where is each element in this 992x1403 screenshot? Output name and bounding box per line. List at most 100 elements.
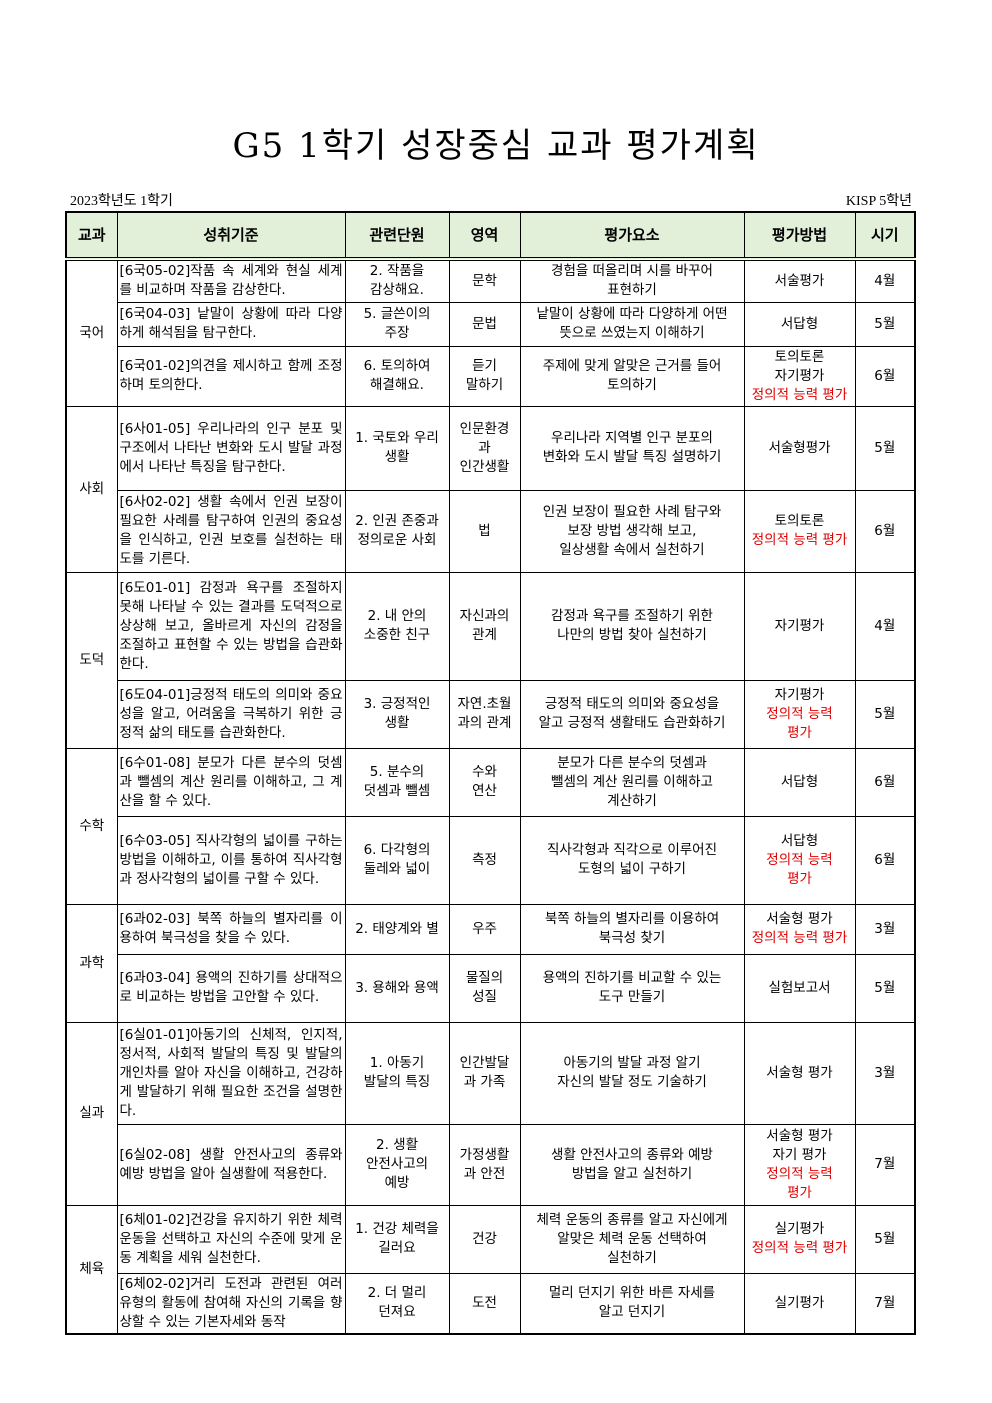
area-cell: 듣기 말하기 xyxy=(448,345,521,407)
time-cell: 3월 xyxy=(854,1021,916,1125)
method-note: 정의적 능력 평가 xyxy=(751,930,848,946)
table-row: 도덕 [6도01-01] 감정과 욕구를 조절하지 못해 나타날 수 있는 결과를… xyxy=(65,571,916,749)
area-cell: 측정 xyxy=(448,815,521,905)
standard-cell: [6수03-05] 직사각형의 넓이를 구하는 방법을 이해하고, 이를 통하여… xyxy=(116,815,346,905)
table-row: 실과 [6실01-01]아동기의 신체적, 인지적, 정서적, 사회적 발달의 특… xyxy=(65,1021,916,1206)
standard-cell: [6국05-02]작품 속 세계와 현실 세계를 비교하며 작품을 감상한다. xyxy=(116,258,346,303)
method-note: 정의적 능력 평가 xyxy=(766,705,833,741)
method-cell: 실기평가 정의적 능력 평가 xyxy=(743,1204,856,1274)
unit-cell: 6. 토의하여 해결해요. xyxy=(344,345,450,407)
header-method: 평가방법 xyxy=(743,211,856,261)
method-cell: 자기평가 xyxy=(743,571,856,681)
header-area: 영역 xyxy=(448,211,521,261)
method-note: 정의적 능력 평가 xyxy=(751,532,848,548)
unit-cell: 1. 국토와 우리 생활 xyxy=(344,405,450,491)
element-cell: 긍정적 태도의 의미와 중요성을 알고 긍정적 생활태도 습관화하기 xyxy=(519,679,745,749)
standard-cell: [6국04-03] 낱말이 상황에 따라 다양하게 해석됨을 탐구한다. xyxy=(116,301,346,347)
method-cell: 서술형평가 xyxy=(743,405,856,491)
header-subject: 교과 xyxy=(65,211,118,261)
method-text: 토의토론 자기평가 xyxy=(774,348,825,384)
element-cell: 감정과 욕구를 조절하기 위한 나만의 방법 찾아 실천하기 xyxy=(519,571,745,681)
standard-cell: [6사02-02] 생활 속에서 인권 보장이 필요한 사례를 탐구하여 인권의… xyxy=(116,489,346,573)
standard-cell: [6체01-02]건강을 유지하기 위한 체력 운동을 선택하고 자신의 수준에… xyxy=(116,1204,346,1274)
subject-cell: 사회 xyxy=(65,405,118,573)
standard-cell: [6실01-01]아동기의 신체적, 인지적, 정서적, 사회적 발달의 특징 … xyxy=(116,1021,346,1125)
standard-cell: [6과02-03] 북쪽 하늘의 별자리를 이용하여 북극성을 찾을 수 있다. xyxy=(116,903,346,955)
area-cell: 자연.초월 과의 관계 xyxy=(448,679,521,749)
unit-cell: 1. 아동기 발달의 특징 xyxy=(344,1021,450,1125)
time-cell: 5월 xyxy=(854,1204,916,1274)
table-row: 국어 [6국05-02]작품 속 세계와 현실 세계를 비교하며 작품을 감상한다… xyxy=(65,258,916,407)
grade-label: KISP 5학년 xyxy=(845,194,912,209)
element-cell: 낱말이 상황에 따라 다양하게 어떤 뜻으로 쓰였는지 이해하기 xyxy=(519,301,745,347)
method-text: 서술형평가 xyxy=(768,439,831,456)
table-row: [6국04-03] 낱말이 상황에 따라 다양하게 해석됨을 탐구한다. 5. 글… xyxy=(66,301,916,347)
area-cell: 물질의 성질 xyxy=(448,953,521,1023)
area-cell: 인간발달 과 가족 xyxy=(448,1021,521,1125)
header-row: 교과 성취기준 관련단원 영역 평가요소 평가방법 시기 xyxy=(65,211,916,261)
method-cell: 서술형 평가 xyxy=(743,1021,856,1125)
school-year: 2023학년도 1학기 xyxy=(70,194,173,209)
table-row: 체육 [6체01-02]건강을 유지하기 위한 체력 운동을 선택하고 자신의 수… xyxy=(65,1204,916,1334)
element-cell: 체력 운동의 종류를 알고 자신에게 알맞은 체력 운동 선택하여 실천하기 xyxy=(519,1204,745,1274)
method-cell: 실험보고서 xyxy=(743,953,856,1023)
unit-cell: 5. 글쓴이의 주장 xyxy=(344,301,450,347)
method-cell: 서답형 정의적 능력 평가 xyxy=(743,815,856,905)
time-cell: 4월 xyxy=(854,258,916,303)
unit-cell: 2. 내 안의 소중한 친구 xyxy=(344,571,450,681)
method-text: 실험보고서 xyxy=(768,979,831,996)
element-cell: 용액의 진하기를 비교할 수 있는 도구 만들기 xyxy=(519,953,745,1023)
header-standard: 성취기준 xyxy=(116,211,346,261)
method-cell: 서답형 xyxy=(743,301,856,347)
time-cell: 6월 xyxy=(854,747,916,817)
element-cell: 북쪽 하늘의 별자리를 이용하여 북극성 찾기 xyxy=(519,903,745,955)
table-row: 사회 [6사01-05] 우리나라의 인구 분포 및 구조에서 나타난 변화와 도… xyxy=(65,405,916,573)
standard-cell: [6체02-02]거리 도전과 관련된 여러 유형의 활동에 참여해 자신의 기… xyxy=(116,1272,346,1334)
header-element: 평가요소 xyxy=(519,211,745,261)
table-row: [6체02-02]거리 도전과 관련된 여러 유형의 활동에 참여해 자신의 기… xyxy=(66,1272,916,1334)
subject-cell: 수학 xyxy=(65,747,118,905)
table-row: 수학 [6수01-08] 분모가 다른 분수의 덧셈과 뺄셈의 계산 원리를 이해… xyxy=(65,747,916,905)
method-cell: 서술평가 xyxy=(743,258,856,303)
page-title: G5 1학기 성장중심 교과 평가계획 xyxy=(232,126,760,166)
time-cell: 5월 xyxy=(854,953,916,1023)
area-cell: 가정생활 과 안전 xyxy=(448,1123,521,1206)
unit-cell: 2. 더 멀리 던져요 xyxy=(344,1272,450,1334)
method-note: 정의적 능력 평가 xyxy=(751,386,848,403)
method-text: 서술형 평가 자기 평가 xyxy=(766,1127,833,1163)
unit-cell: 2. 작품을 감상해요. xyxy=(344,258,450,303)
standard-cell: [6실02-08] 생활 안전사고의 종류와 예방 방법을 알아 실생활에 적용… xyxy=(116,1123,346,1206)
method-text: 자기평가 xyxy=(774,686,825,703)
standard-cell: [6수01-08] 분모가 다른 분수의 덧셈과 뺄셈의 계산 원리를 이해하고… xyxy=(116,747,346,817)
time-cell: 6월 xyxy=(854,815,916,905)
method-text: 실기평가 xyxy=(774,1221,825,1237)
table-row: [6수03-05] 직사각형의 넓이를 구하는 방법을 이해하고, 이를 통하여… xyxy=(66,815,916,905)
unit-cell: 2. 태양계와 별 xyxy=(344,903,450,955)
header-time: 시기 xyxy=(854,211,916,261)
standard-cell: [6도01-01] 감정과 욕구를 조절하지 못해 나타날 수 있는 결과를 도… xyxy=(116,571,346,681)
method-text: 서답형 xyxy=(780,773,819,790)
unit-cell: 3. 긍정적인 생활 xyxy=(344,679,450,749)
standard-cell: [6도04-01]긍정적 태도의 의미와 중요성을 알고, 어려움을 극복하기 … xyxy=(116,679,346,749)
unit-cell: 2. 생활 안전사고의 예방 xyxy=(344,1123,450,1206)
method-note: 정의적 능력 평가 xyxy=(766,1165,833,1201)
element-cell: 아동기의 발달 과정 알기 자신의 발달 정도 기술하기 xyxy=(519,1021,745,1125)
method-note: 정의적 능력 평가 xyxy=(766,851,833,887)
unit-cell: 2. 인권 존중과 정의로운 사회 xyxy=(344,489,450,573)
subject-cell: 국어 xyxy=(65,258,118,407)
method-cell: 실기평가 xyxy=(743,1272,856,1334)
time-cell: 5월 xyxy=(854,405,916,491)
method-text: 서술형 평가 xyxy=(766,1064,833,1081)
subject-cell: 도덕 xyxy=(65,571,118,749)
method-cell: 서술형 평가 자기 평가 정의적 능력 평가 xyxy=(743,1123,856,1206)
table-row: [6도04-01]긍정적 태도의 의미와 중요성을 알고, 어려움을 극복하기 … xyxy=(66,679,916,749)
evaluation-plan-table: 교과 성취기준 관련단원 영역 평가요소 평가방법 시기 국어 [6국05-02]… xyxy=(65,211,916,1335)
area-cell: 우주 xyxy=(448,903,521,955)
method-text: 토의토론 xyxy=(774,513,825,529)
element-cell: 주제에 맞게 알맞은 근거를 들어 토의하기 xyxy=(519,345,745,407)
method-text: 서술형 평가 xyxy=(766,911,833,927)
time-cell: 7월 xyxy=(854,1272,916,1334)
